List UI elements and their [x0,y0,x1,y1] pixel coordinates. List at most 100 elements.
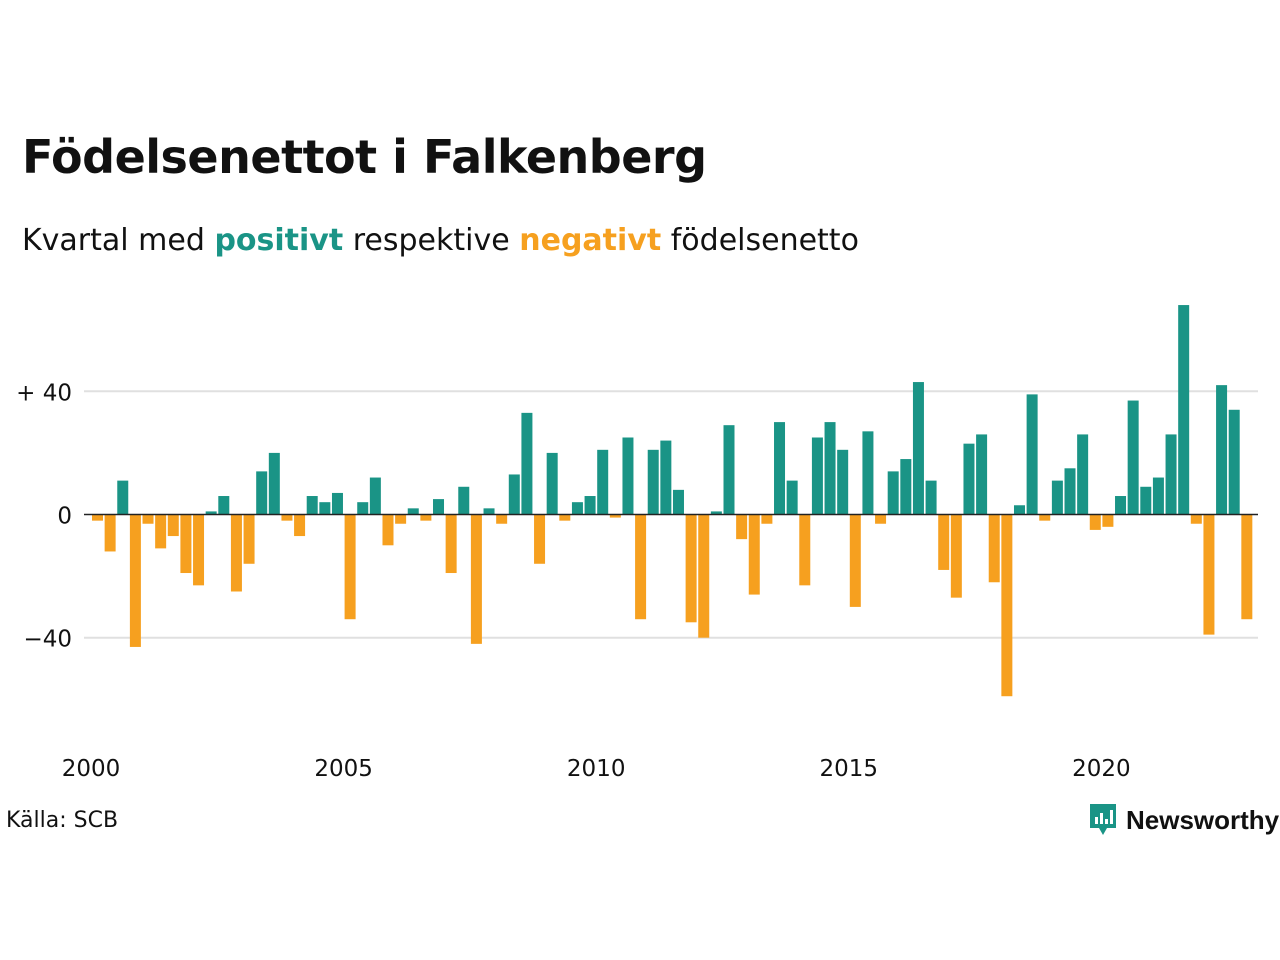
bar-positive [1165,434,1177,515]
bar-negative [167,514,179,537]
bar-positive [521,412,533,515]
source-note: Källa: SCB [6,808,119,833]
bar-negative [142,514,154,524]
bar-negative [1039,514,1051,521]
x-tick-label: 2005 [314,756,373,782]
bar-positive [1228,409,1240,515]
bar-positive [1216,385,1228,515]
bar-negative [635,514,647,620]
bar-negative [395,514,407,524]
bar-negative [1001,514,1013,697]
bar-positive [546,452,558,515]
bar-positive [887,471,899,515]
bar-negative [420,514,432,521]
bar-positive [723,425,735,515]
bar-negative [559,514,571,521]
subtitle-prefix: Kvartal med [22,223,205,258]
bar-negative [685,514,697,623]
bar-negative [496,514,508,524]
bar-positive [837,449,849,515]
bar-negative [799,514,811,586]
bar-layer [92,305,1253,697]
bar-positive [1013,505,1025,515]
x-tick-label: 2015 [820,756,879,782]
subtitle-positive: positivt [214,223,344,258]
bar-negative [470,514,482,644]
bar-negative [736,514,748,540]
bar-positive [647,449,659,515]
x-tick-label: 2020 [1072,756,1131,782]
bar-positive [117,480,129,515]
bar-positive [331,492,343,515]
bar-positive [369,477,381,515]
bar-negative [950,514,962,598]
bar-positive [1026,394,1038,515]
bar-positive [584,496,596,515]
bar-positive [925,480,937,515]
bar-positive [357,502,369,515]
bar-negative [180,514,192,574]
bar-negative [129,514,141,647]
bar-positive [306,496,318,515]
bar-negative [849,514,861,607]
y-tick-label: −40 [23,627,72,653]
bar-negative [92,514,103,521]
bar-positive [660,440,672,515]
subtitle-negative: negativt [519,223,662,258]
bar-positive [811,437,823,515]
bar-negative [1203,514,1215,635]
brand-logo: Newsworthy [1088,802,1279,838]
x-tick-label: 2010 [567,756,626,782]
bar-positive [1178,305,1190,515]
bar-negative [193,514,205,586]
bar-negative [698,514,710,638]
bar-negative [445,514,457,574]
bar-positive [268,452,280,515]
bar-positive [1064,468,1076,515]
brand-name: Newsworthy [1126,804,1280,835]
bar-negative [988,514,1000,583]
bar-negative [748,514,760,595]
bar-negative [875,514,887,524]
bar-positive [597,449,609,515]
bar-negative [534,514,546,564]
bar-positive [862,431,874,515]
chart-subtitle: Kvartal med positivt respektive negativt… [22,221,859,260]
bar-negative [382,514,394,546]
bar-positive [571,502,583,515]
bar-positive [483,508,495,515]
bar-negative [1190,514,1202,524]
bar-positive [218,496,230,515]
bar-positive [1152,477,1164,515]
bar-positive [622,437,634,515]
y-tick-label: 0 [57,504,72,530]
bar-positive [256,471,268,515]
newsworthy-logo-icon [1090,804,1116,835]
bar-positive [900,459,912,515]
label-layer: + 40 0 −40 2000 2005 2010 2015 2020 [16,380,1131,782]
bar-chart: + 40 0 −40 2000 2005 2010 2015 2020 [16,305,1258,782]
bar-negative [243,514,255,564]
bar-negative [344,514,356,620]
bar-negative [104,514,116,552]
chart-title: Födelsenettot i Falkenberg [22,130,707,184]
bar-positive [508,474,520,515]
bar-positive [786,480,798,515]
bar-negative [230,514,242,592]
bar-positive [976,434,988,515]
grid-layer [84,390,1258,639]
bar-negative [938,514,950,570]
bar-negative [761,514,773,524]
bar-positive [710,511,722,515]
bar-positive [774,422,786,515]
bar-positive [1127,400,1139,515]
bar-positive [963,443,975,515]
bar-negative [1089,514,1101,530]
y-tick-label: + 40 [16,380,72,406]
bar-positive [319,502,331,515]
bar-positive [407,508,419,515]
bar-positive [1115,496,1127,515]
bar-negative [155,514,167,549]
subtitle-suffix: födelsenetto [670,223,859,258]
bar-negative [609,514,621,518]
